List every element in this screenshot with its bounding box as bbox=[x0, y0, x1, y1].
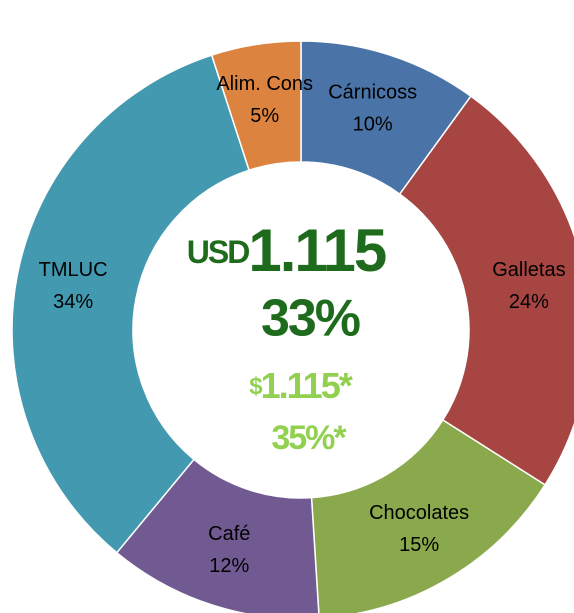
category-label: Cárnicoss bbox=[328, 82, 417, 104]
slice bbox=[310, 418, 547, 613]
donut bbox=[11, 40, 574, 613]
center-line4: 35%* bbox=[271, 419, 347, 457]
labels: Cárnicoss 10% Galletas 24% Chocolates 15% Café… bbox=[39, 73, 566, 577]
category-label: Galletas bbox=[492, 259, 565, 281]
category-label: Café bbox=[208, 523, 250, 545]
value: 1.115* bbox=[261, 365, 353, 406]
slice bbox=[11, 54, 251, 554]
category-label: Alim. Cons bbox=[216, 73, 313, 95]
value-label: 24% bbox=[509, 291, 549, 313]
value: 1.115 bbox=[248, 217, 385, 284]
category-label: Chocolates bbox=[369, 502, 469, 524]
value-label: 10% bbox=[353, 114, 393, 136]
value-label: 12% bbox=[209, 555, 249, 577]
center-line1: USD1.115 bbox=[187, 217, 386, 284]
slice bbox=[398, 95, 574, 486]
center-line2: 33% bbox=[261, 290, 360, 348]
value-label: 15% bbox=[399, 534, 439, 556]
value-label: 34% bbox=[53, 291, 93, 313]
prefix: USD bbox=[187, 234, 249, 270]
slice bbox=[210, 40, 302, 172]
category-label: TMLUC bbox=[39, 259, 108, 281]
center-line3: $1.115* bbox=[249, 365, 352, 406]
value-label: 5% bbox=[250, 105, 279, 127]
